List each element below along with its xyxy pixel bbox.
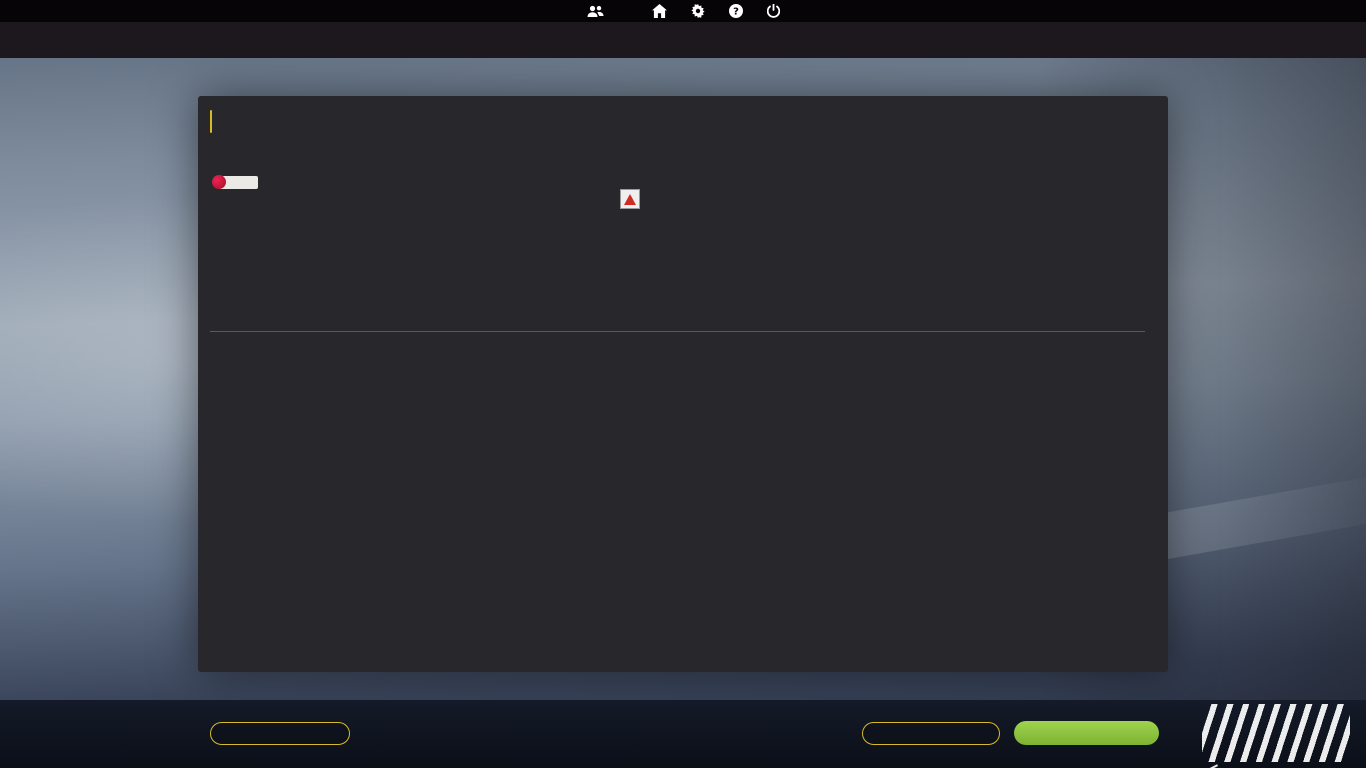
settings-icon[interactable] [690,4,705,18]
stage-profile-chart [665,133,1141,257]
help-icon[interactable]: ? [728,4,743,18]
briefing-panel [198,96,1168,672]
users-icon[interactable] [587,5,604,18]
quick-simulation-button[interactable] [862,722,1000,745]
mountain-stage-icon [620,189,640,209]
decorative-diagonal-line [1101,764,1218,768]
back-button[interactable] [210,722,350,745]
3d-race-button[interactable] [1014,721,1159,745]
svg-text:?: ? [733,7,739,18]
power-icon[interactable] [766,4,780,18]
home-icon[interactable] [651,4,667,18]
system-topbar: ? [0,0,1366,22]
race-days-badge [212,175,258,189]
decorative-stripes-logo [1202,704,1350,762]
favourites-table [210,331,1145,332]
stage-info [498,182,640,209]
race-titlebar [0,22,1366,58]
table-header [210,308,1145,331]
jersey-ball-icon [212,175,226,189]
tab-bar [210,110,212,133]
footer-bar [0,700,1366,768]
